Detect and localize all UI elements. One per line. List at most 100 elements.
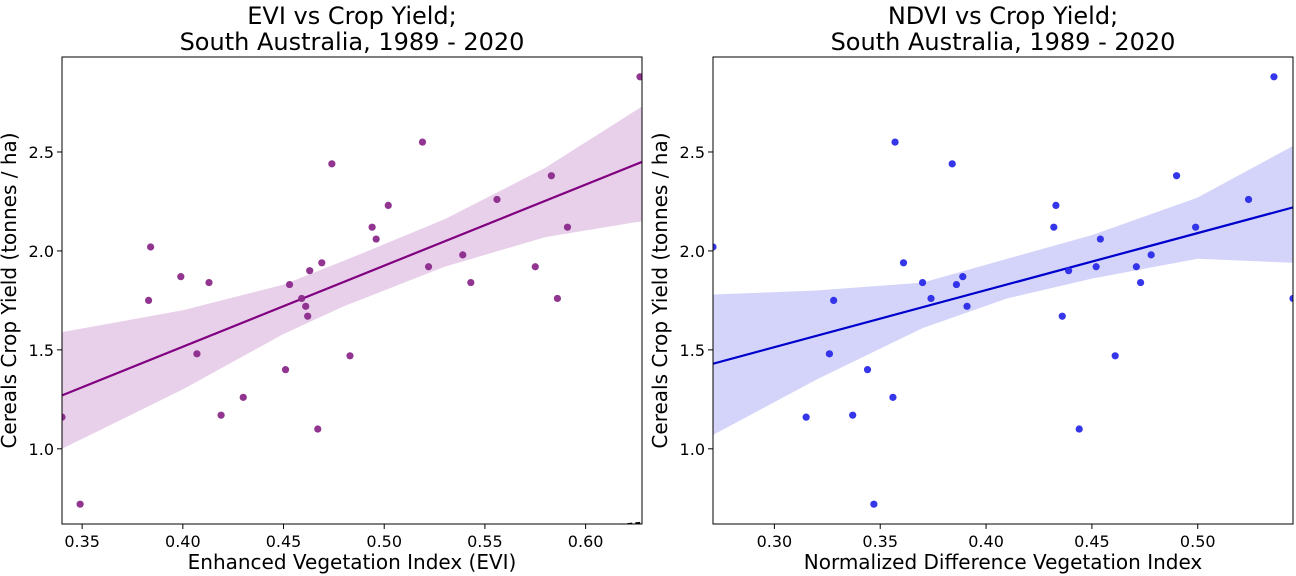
data-point xyxy=(889,393,897,401)
y-tick-label: 1.0 xyxy=(29,440,54,459)
y-axis-label: Cereals Crop Yield (tonnes / ha) xyxy=(648,132,672,448)
data-point xyxy=(713,243,717,251)
chart-title: NDVI vs Crop Yield; xyxy=(888,2,1118,30)
x-axis-label: Enhanced Vegetation Index (EVI) xyxy=(188,550,517,574)
data-point xyxy=(1172,172,1181,180)
x-axis-label: Normalized Difference Vegetation Index xyxy=(804,550,1203,574)
data-point xyxy=(1192,223,1200,231)
plot-area xyxy=(62,73,642,524)
data-point xyxy=(891,138,899,146)
data-point xyxy=(553,294,562,303)
y-tick-label: 2.5 xyxy=(29,143,54,162)
data-point xyxy=(1092,263,1100,271)
data-point xyxy=(424,263,433,271)
data-point xyxy=(547,172,555,180)
y-tick-label: 1.5 xyxy=(29,341,54,360)
x-tick-label: 0.30 xyxy=(757,532,793,551)
data-point xyxy=(459,251,467,259)
data-point xyxy=(825,350,834,358)
data-point xyxy=(1147,251,1155,259)
data-point xyxy=(1052,201,1060,210)
data-point xyxy=(802,413,810,421)
data-point xyxy=(304,312,312,320)
data-point xyxy=(144,296,153,304)
confidence-band xyxy=(713,146,1293,435)
data-point xyxy=(830,296,838,304)
data-point xyxy=(1065,267,1073,275)
chart-subtitle: South Australia, 1989 - 2020 xyxy=(831,28,1176,56)
data-point xyxy=(493,195,501,204)
data-point xyxy=(863,366,872,374)
y-axis-label: Cereals Crop Yield (tonnes / ha) xyxy=(0,132,21,448)
data-point xyxy=(531,263,539,271)
data-point xyxy=(328,160,336,168)
data-point xyxy=(76,500,84,508)
y-tick-label: 1.5 xyxy=(680,341,705,360)
data-point xyxy=(314,425,322,433)
data-point xyxy=(318,259,326,267)
data-point xyxy=(948,160,956,168)
y-tick-label: 1.0 xyxy=(680,440,705,459)
x-tick-label: 0.40 xyxy=(165,532,201,551)
data-point xyxy=(467,278,475,287)
data-point xyxy=(217,411,225,419)
data-point xyxy=(205,278,213,287)
x-tick-label: 0.45 xyxy=(1074,532,1110,551)
data-point xyxy=(952,280,961,289)
chart-panel: 0.30 0.35 0.40 0.45 0.50 1.0 1.5 2.0 2.5 NDVI vs … xyxy=(648,2,1294,574)
data-point xyxy=(563,223,572,231)
data-point xyxy=(177,273,185,281)
data-point xyxy=(1058,312,1066,320)
chart-subtitle: South Australia, 1989 - 2020 xyxy=(180,28,525,56)
data-point xyxy=(302,302,310,310)
x-tick-label: 0.55 xyxy=(467,532,503,551)
data-point xyxy=(62,413,66,421)
data-point xyxy=(147,243,155,251)
x-tick-label: 0.60 xyxy=(568,532,604,551)
data-point xyxy=(281,366,290,374)
regression-line xyxy=(713,206,1293,365)
data-point xyxy=(1244,195,1253,204)
x-tick-label: 0.50 xyxy=(1180,532,1216,551)
data-point xyxy=(927,294,935,303)
data-point xyxy=(1132,263,1140,271)
data-point xyxy=(298,294,306,303)
data-point xyxy=(285,280,294,289)
data-point xyxy=(368,223,376,231)
x-tick-label: 0.50 xyxy=(366,532,402,551)
data-point xyxy=(1075,425,1083,433)
data-point xyxy=(1050,223,1058,231)
data-point xyxy=(1289,294,1293,303)
regression-line xyxy=(62,160,642,397)
y-tick-label: 2.0 xyxy=(29,242,54,261)
data-point xyxy=(193,350,201,358)
chart-title: EVI vs Crop Yield; xyxy=(247,2,457,30)
x-tick-label: 0.35 xyxy=(64,532,100,551)
plot-area xyxy=(713,73,1293,508)
y-tick-label: 2.5 xyxy=(680,143,705,162)
data-point xyxy=(1111,352,1119,360)
x-tick-label: 0.45 xyxy=(266,532,302,551)
data-point xyxy=(849,411,857,419)
data-point xyxy=(384,201,392,210)
data-point xyxy=(306,267,314,275)
data-point xyxy=(346,352,354,360)
data-point xyxy=(963,302,971,310)
data-point xyxy=(959,273,967,281)
data-point xyxy=(372,235,380,243)
data-point xyxy=(1096,235,1104,243)
x-tick-label: 0.40 xyxy=(968,532,1004,551)
data-point xyxy=(239,393,247,401)
data-point xyxy=(899,259,908,267)
data-point xyxy=(1136,278,1145,287)
data-point xyxy=(870,500,878,508)
axes-frame xyxy=(61,56,643,525)
data-point xyxy=(918,278,927,287)
axes-frame xyxy=(712,56,1294,525)
data-point xyxy=(1270,73,1278,81)
data-point xyxy=(636,73,642,81)
x-tick-label: 0.35 xyxy=(862,532,898,551)
y-tick-label: 2.0 xyxy=(680,242,705,261)
